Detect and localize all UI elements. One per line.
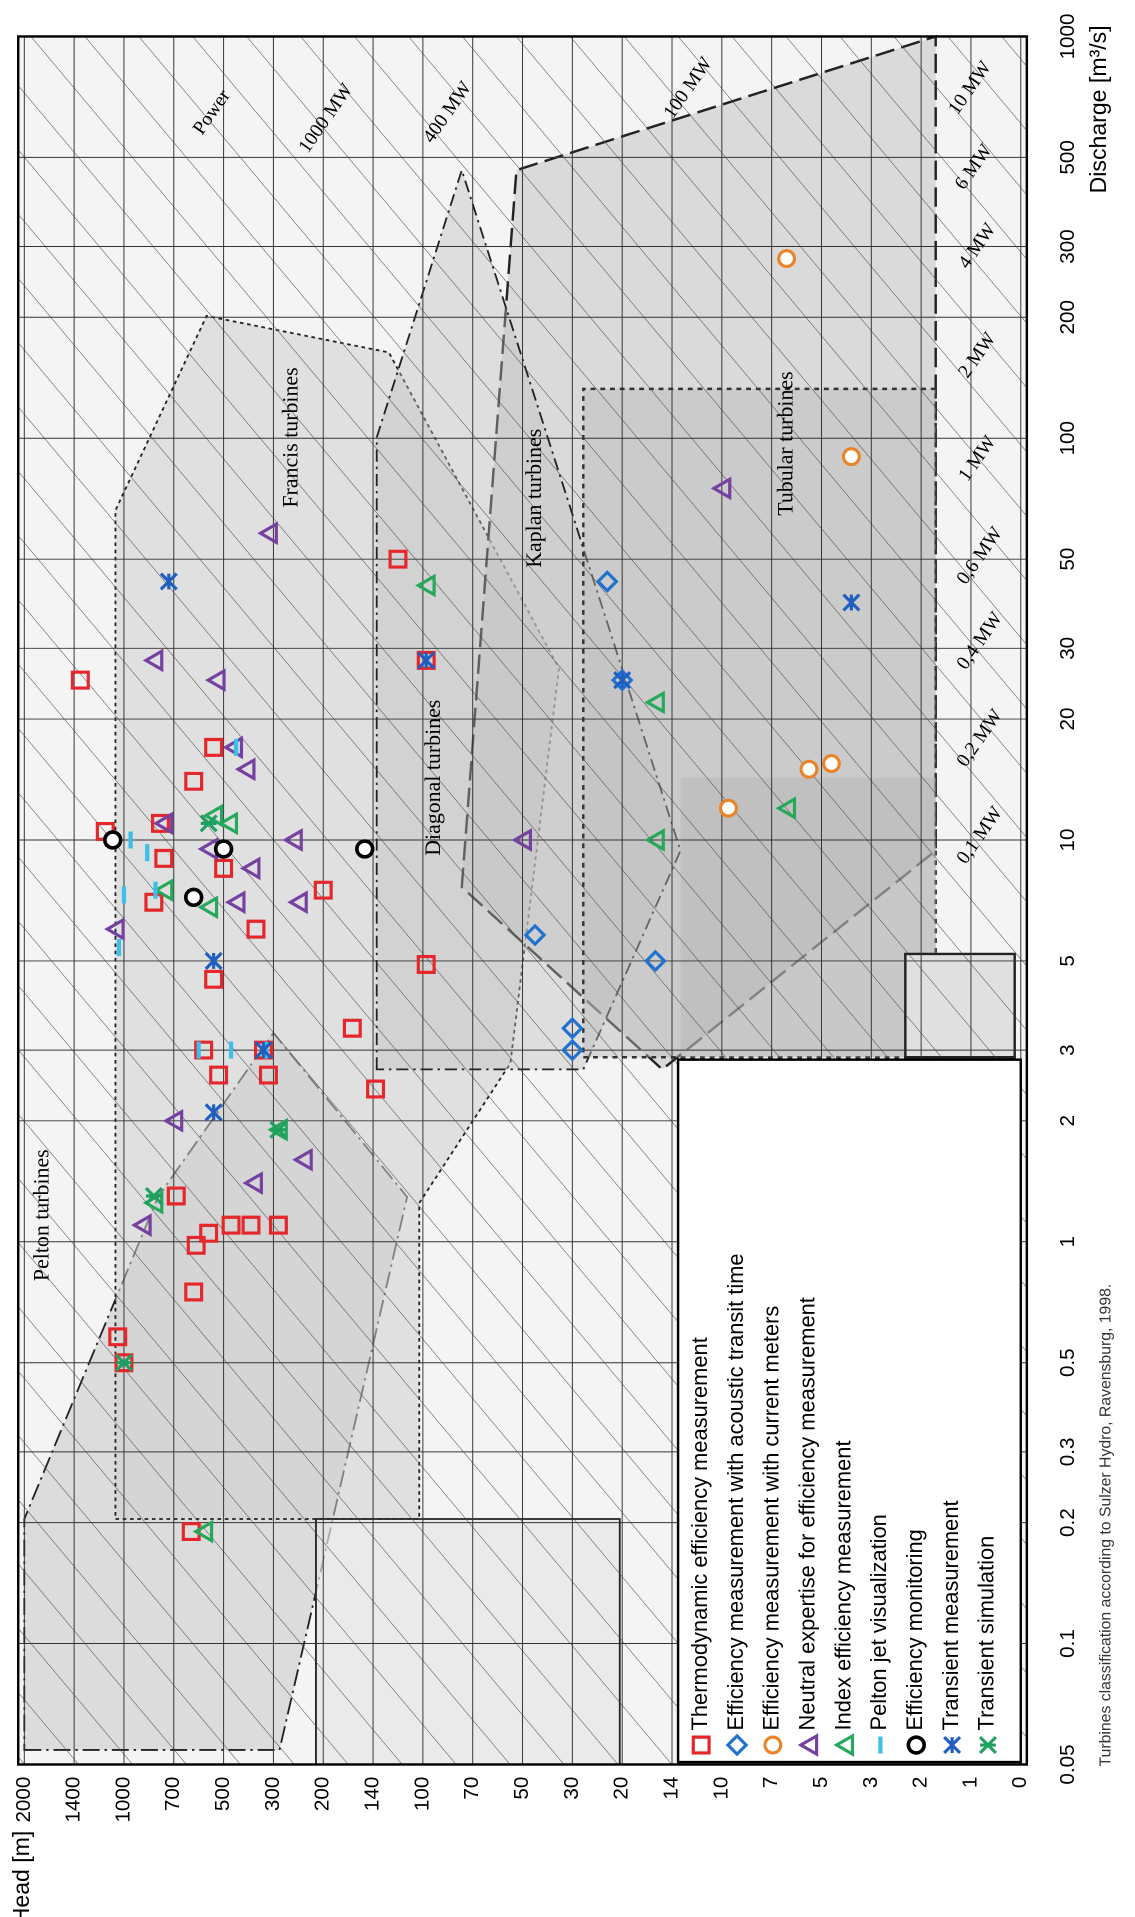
legend-label: Transient simulation [974, 1536, 999, 1731]
x-tick-label: 1000 [1056, 14, 1079, 60]
x-tick-label: 100 [1056, 421, 1079, 455]
x-tick-label: 20 [1056, 708, 1079, 731]
y-tick-label: 100 [410, 1777, 433, 1811]
y-tick-label: 14 [659, 1777, 682, 1800]
y-tick-label: 10 [709, 1777, 732, 1800]
data-point [801, 761, 817, 777]
y-tick-label: 0 [1008, 1777, 1031, 1788]
note: Turbines classification according to Sul… [1098, 1284, 1115, 1767]
y-tick-label: 2 [909, 1777, 932, 1788]
y-tick-label: 200 [311, 1777, 334, 1811]
data-point [721, 800, 737, 816]
legend-label: Efficiency measurement with acoustic tra… [723, 1253, 748, 1730]
x-tick-label: 3 [1056, 1044, 1079, 1055]
region-label: Pelton turbines [30, 1149, 54, 1281]
x-tick-label: 30 [1056, 637, 1079, 660]
x-tick-label: 5 [1056, 955, 1079, 966]
region-label: Kaplan turbines [522, 429, 546, 568]
y-tick-label: 3 [859, 1777, 882, 1788]
x-tick-label: 0.1 [1056, 1629, 1079, 1658]
x-tick-label: 0.3 [1056, 1437, 1079, 1466]
data-point [216, 841, 232, 857]
legend-label: Thermodynamic efficiency measurement [687, 1337, 712, 1730]
data-point [843, 449, 859, 465]
y-tick-label: 50 [510, 1777, 533, 1800]
data-point [357, 841, 373, 857]
legend-label: Efficiency monitoring [902, 1529, 927, 1730]
chart: Thermodynamic efficiency measurement Effi… [0, 0, 1135, 1917]
y-tick-label: 1 [958, 1777, 981, 1788]
legend-marker [908, 1737, 924, 1753]
y-tick-label: 1400 [62, 1777, 85, 1823]
data-point [824, 756, 840, 772]
x-tick-label: 200 [1056, 300, 1079, 334]
page: {"chart_data": { "type": "scatter", "x_l… [0, 0, 1135, 1917]
y-tick-label: 500 [211, 1777, 234, 1811]
y-tick-label: 2000 [12, 1777, 35, 1823]
region-label: Diagonal turbines [421, 700, 445, 856]
x-tick-label: 50 [1056, 548, 1079, 571]
y-tick-label: 5 [809, 1777, 832, 1788]
legend-label: Pelton jet visualization [866, 1514, 891, 1730]
data-point [779, 251, 795, 267]
legend-marker [765, 1737, 781, 1753]
x-tick-label: 300 [1056, 229, 1079, 263]
legend-label: Neutral expertise for efficiency measure… [794, 1297, 819, 1730]
legend-label: Transient measurement [938, 1500, 963, 1730]
x-tick-label: 0.5 [1056, 1348, 1079, 1377]
y-tick-label: 1000 [111, 1777, 134, 1823]
y-tick-label: 30 [560, 1777, 583, 1800]
y-tick-label: 70 [460, 1777, 483, 1800]
y-tick-label: 300 [261, 1777, 284, 1811]
x-tick-label: 0.05 [1056, 1744, 1079, 1784]
legend-label: Index efficiency measurement [830, 1440, 855, 1730]
x-tick-label: 0.2 [1056, 1508, 1079, 1537]
y-tick-label: 7 [759, 1777, 782, 1788]
region-label: Francis turbines [279, 367, 303, 507]
y-tick-label: 140 [361, 1777, 384, 1811]
x-tick-label: 2 [1056, 1115, 1079, 1126]
data-point [105, 832, 121, 848]
y-tick-label: 700 [161, 1777, 184, 1811]
y-axis-title: Head [m] [8, 1831, 34, 1917]
x-tick-label: 1 [1056, 1236, 1079, 1247]
x-tick-label: 500 [1056, 140, 1079, 174]
x-tick-label: 10 [1056, 829, 1079, 852]
region-label: Tubular turbines [773, 371, 797, 515]
legend-label: Efficiency measurement with current mete… [759, 1306, 784, 1731]
data-point [186, 889, 202, 905]
x-axis-title: Discharge [m³/s] [1085, 25, 1111, 193]
y-tick-label: 20 [610, 1777, 633, 1800]
